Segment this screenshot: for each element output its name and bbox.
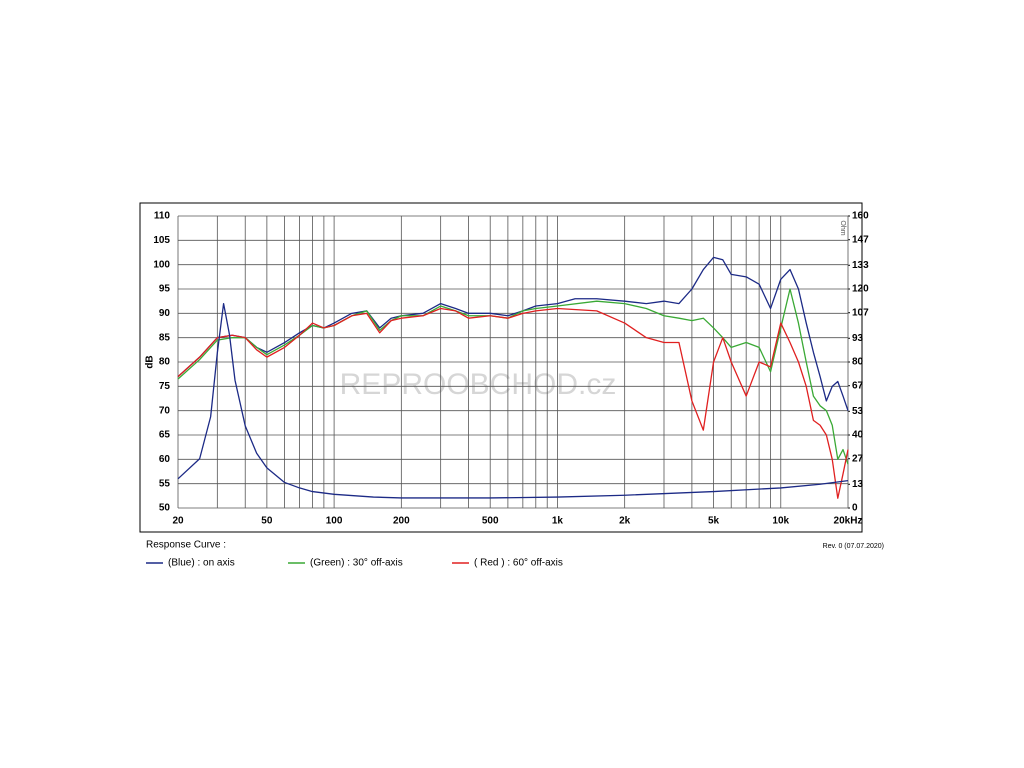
y2-tick-label: 120 — [852, 284, 869, 295]
x-tick-label: 20 — [172, 516, 184, 527]
y2-tick-label: 0 — [852, 503, 858, 514]
x-tick-label: 500 — [482, 516, 499, 527]
x-tick-label: 2k — [619, 516, 631, 527]
y-tick-label: 105 — [153, 235, 170, 246]
legend-label: (Green) : 30° off-axis — [310, 558, 403, 569]
x-tick-label: 20kHz — [834, 516, 863, 527]
y-tick-label: 100 — [153, 259, 170, 270]
y2-tick-label: 93 — [852, 333, 864, 344]
y-tick-label: 95 — [159, 284, 171, 295]
revision: Rev. 0 (07.07.2020) — [823, 543, 884, 550]
x-tick-label: 50 — [261, 516, 273, 527]
y2-axis-label: Ohm — [839, 220, 846, 235]
y2-tick-label: 107 — [852, 307, 869, 318]
y-tick-label: 80 — [159, 357, 171, 368]
y2-tick-label: 147 — [852, 234, 869, 245]
y-tick-label: 110 — [154, 211, 171, 222]
x-tick-label: 100 — [326, 516, 343, 527]
y2-tick-label: 80 — [852, 357, 864, 368]
y-tick-label: 75 — [159, 381, 171, 392]
y-tick-label: 70 — [159, 405, 171, 416]
chart-frame — [139, 202, 863, 533]
x-tick-label: 5k — [708, 516, 720, 527]
y-axis-label: dB — [145, 355, 156, 368]
y-tick-label: 90 — [159, 308, 171, 319]
x-tick-label: 10k — [772, 516, 789, 527]
x-tick-label: 200 — [393, 516, 410, 527]
watermark: REPROOBCHOD.cz — [340, 368, 617, 401]
legend-label: (Blue) : on axis — [168, 558, 235, 569]
series-line — [177, 307, 849, 499]
legend-label: ( Red ) : 60° off-axis — [474, 558, 563, 569]
y2-tick-label: 133 — [852, 260, 869, 271]
y2-tick-label: 160 — [852, 211, 869, 222]
x-tick-label: 1k — [552, 516, 564, 527]
y2-tick-label: 67 — [852, 380, 864, 391]
y-tick-label: 60 — [159, 454, 171, 465]
y2-tick-label: 27 — [852, 453, 864, 464]
y-tick-label: 55 — [159, 478, 171, 489]
y2-tick-label: 13 — [852, 479, 864, 490]
y2-tick-label: 40 — [852, 430, 864, 441]
y-tick-label: 85 — [159, 332, 171, 343]
y2-tick-label: 53 — [852, 406, 864, 417]
series-line — [177, 302, 849, 499]
caption: Response Curve : — [146, 540, 226, 551]
y-tick-label: 65 — [159, 430, 171, 441]
y-tick-label: 50 — [159, 503, 171, 514]
